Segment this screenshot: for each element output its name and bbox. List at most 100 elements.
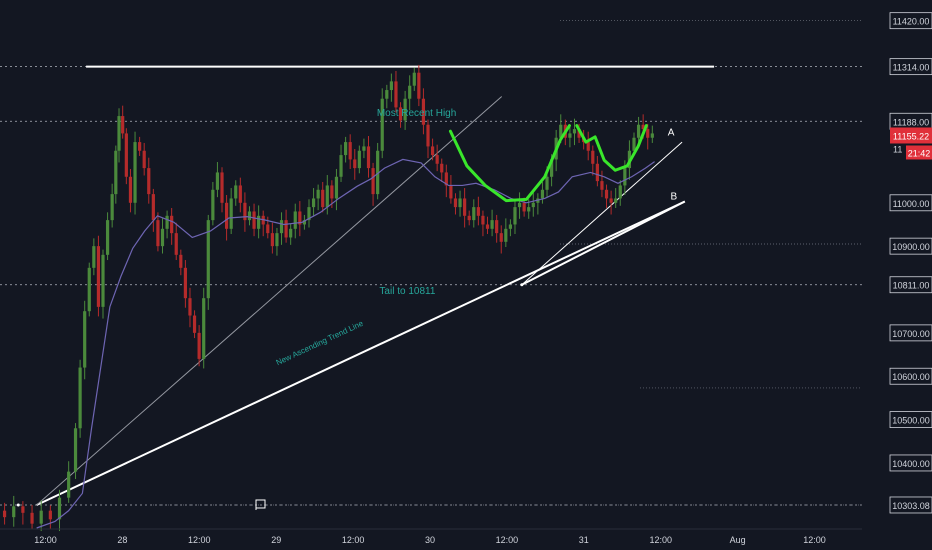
candle-body-94 — [458, 198, 462, 208]
flag-marker[interactable] — [255, 499, 266, 510]
candle-body-134 — [641, 124, 645, 130]
candle-body-76 — [376, 150, 380, 195]
candle-body-23 — [133, 142, 137, 203]
price-tick-1: 11314.00 — [893, 63, 930, 73]
candle-body-6 — [48, 510, 52, 520]
price-tick-partial: 11 — [893, 145, 902, 155]
candle-body-7 — [57, 497, 62, 520]
candle-body-30 — [165, 215, 169, 229]
countdown-label: 21:42 — [908, 148, 931, 158]
candle-body-71 — [353, 159, 357, 169]
candle-body-119 — [572, 129, 577, 134]
candle-body-55 — [279, 220, 284, 234]
time-tick-3: 29 — [271, 535, 281, 545]
candle-body-73 — [362, 146, 366, 151]
price-tick-box-5 — [889, 276, 932, 294]
candle-body-67 — [334, 176, 339, 199]
candle-body-2 — [12, 506, 16, 518]
current-price-label: 11155.22 — [893, 131, 929, 141]
candle-body-8 — [67, 471, 71, 498]
time-tick-5: 30 — [425, 535, 435, 545]
candle-body-9 — [73, 428, 78, 472]
candle-body-54 — [275, 233, 279, 247]
candle-body-120 — [577, 129, 581, 138]
candle-body-27 — [151, 194, 155, 221]
candle-body-81 — [398, 107, 403, 121]
candle-body-62 — [311, 198, 316, 208]
candle-body-48 — [247, 211, 252, 221]
candle-body-21 — [124, 133, 128, 177]
candle-body-40 — [211, 189, 215, 221]
candle-body-123 — [591, 150, 595, 164]
candle-body-72 — [357, 150, 361, 169]
candle-body-83 — [408, 85, 412, 99]
candle-body-31 — [170, 215, 174, 234]
candle-body-52 — [266, 224, 270, 234]
candle-body-59 — [298, 211, 302, 225]
price-axis-group[interactable]: 11420.00 11314.00 11188.00 11000.00 10900.00… — [862, 0, 932, 550]
candle-body-34 — [183, 267, 187, 299]
anchor-point-0 — [16, 503, 20, 507]
candle-body-36 — [192, 315, 197, 333]
candle-body-58 — [293, 211, 297, 229]
candle-body-66 — [330, 185, 334, 199]
candle-body-130 — [623, 168, 627, 186]
candle-body-53 — [270, 233, 274, 247]
candle-body-104 — [504, 228, 508, 242]
candle-body-136 — [650, 133, 654, 138]
candle-body-26 — [147, 168, 151, 195]
candle-body-88 — [430, 146, 435, 156]
candle-body-103 — [499, 233, 503, 242]
candle-body-82 — [403, 98, 407, 121]
time-tick-0: 12:00 — [34, 535, 57, 545]
candle-body-18 — [114, 150, 118, 195]
cup-curve-0[interactable] — [448, 124, 571, 203]
candle-body-99 — [481, 215, 485, 225]
trend-line-new-ascending-trend-line[interactable] — [36, 200, 686, 506]
current-price-box[interactable] — [890, 127, 932, 144]
candle-body-129 — [618, 185, 622, 199]
time-tick-8: 12:00 — [649, 535, 672, 545]
candle-body-135 — [646, 129, 650, 138]
price-tick-box-7 — [889, 367, 932, 385]
candle-body-14 — [96, 246, 101, 307]
time-tick-4: 12:00 — [342, 535, 365, 545]
candle-body-17 — [110, 194, 114, 221]
price-tick-3: 11000.00 — [893, 199, 930, 209]
candle-body-128 — [614, 198, 618, 203]
candle-body-106 — [513, 207, 517, 225]
trend-line-a[interactable] — [521, 141, 683, 286]
time-tick-9: Aug — [730, 535, 746, 545]
candle-body-133 — [636, 124, 641, 138]
trend-lines-group — [36, 65, 715, 506]
candle-body-70 — [348, 142, 352, 160]
candle-body-4 — [30, 512, 34, 524]
price-tick-box-10 — [889, 496, 932, 514]
candle-body-20 — [121, 116, 125, 134]
trend-line-gray[interactable] — [36, 96, 503, 506]
candle-body-91 — [444, 172, 448, 186]
candle-body-16 — [105, 220, 110, 255]
price-tick-box-8 — [889, 411, 932, 428]
time-axis-group[interactable]: 12:00 28 12:00 29 12:00 30 12:00 31 12:00 Aug 12:0… — [0, 528, 862, 545]
candle-body-41 — [215, 172, 220, 190]
candles-group — [2, 64, 654, 532]
candle-body-69 — [344, 142, 348, 156]
candle-body-132 — [632, 137, 636, 151]
price-tick-box-0 — [889, 12, 932, 30]
cup-curve-1[interactable] — [575, 124, 648, 172]
candle-body-98 — [476, 207, 480, 216]
countdown-box — [906, 145, 932, 160]
price-tick-5: 10811.00 — [893, 281, 930, 291]
candle-body-126 — [604, 189, 609, 199]
candle-body-90 — [440, 163, 444, 173]
candle-body-78 — [385, 90, 389, 99]
price-tick-8: 10500.00 — [892, 416, 930, 426]
candle-body-46 — [238, 185, 242, 203]
trend-line-b[interactable] — [521, 200, 686, 286]
candle-body-74 — [366, 146, 371, 169]
candle-body-102 — [495, 220, 499, 234]
candle-body-114 — [550, 159, 554, 177]
